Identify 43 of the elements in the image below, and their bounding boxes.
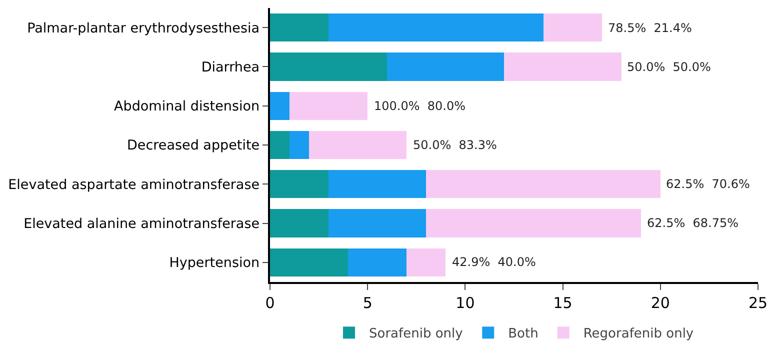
y-tick-label: Abdominal distension [114,98,260,115]
bar [309,130,407,160]
legend-label: Regorafenib only [583,326,694,342]
y-tick-label: Elevated alanine aminotransferase [24,216,260,232]
annotation: 50.0% 83.3% [413,138,497,152]
bar [270,209,329,238]
bar [406,248,446,277]
annotation: 62.5% 70.6% [666,177,750,191]
bar [270,248,348,277]
x-tick-label: 20 [650,294,670,312]
bar [290,92,368,120]
legend-label: Both [508,326,538,342]
annotation: 42.9% 40.0% [452,255,536,269]
annotation: 78.5% 21.4% [608,21,692,35]
y-tick-label: Hypertension [169,255,260,272]
y-tick-label: Decreased appetite [127,138,260,154]
annotation: 62.5% 68.75% [647,216,739,230]
bar [270,170,329,198]
x-tick-label: 25 [748,294,768,312]
bar [328,209,426,238]
bar [328,170,426,198]
annotation: 50.0% 50.0% [627,60,711,74]
legend-label: Sorafenib only [369,326,464,342]
y-tick-label: Diarrhea [201,59,260,76]
bar [290,130,310,160]
y-tick-label: Palmar-plantar erythrodysesthesia [27,20,260,36]
bar [348,248,407,277]
bar [504,52,622,81]
bar [270,92,290,120]
bar [426,209,641,238]
bar [270,52,388,81]
x-tick-label: 10 [456,294,475,312]
x-tick-label: 5 [362,294,372,312]
bar [328,13,544,42]
bar [270,13,329,42]
y-tick-label: Elevated aspartate aminotransferase [8,176,260,193]
bar [426,170,660,198]
annotation: 100.0% 80.0% [374,99,466,113]
x-tick-label: 0 [265,294,275,312]
bar [387,52,504,81]
x-tick-label: 15 [553,294,572,312]
bar [543,13,602,42]
bar [270,130,290,160]
